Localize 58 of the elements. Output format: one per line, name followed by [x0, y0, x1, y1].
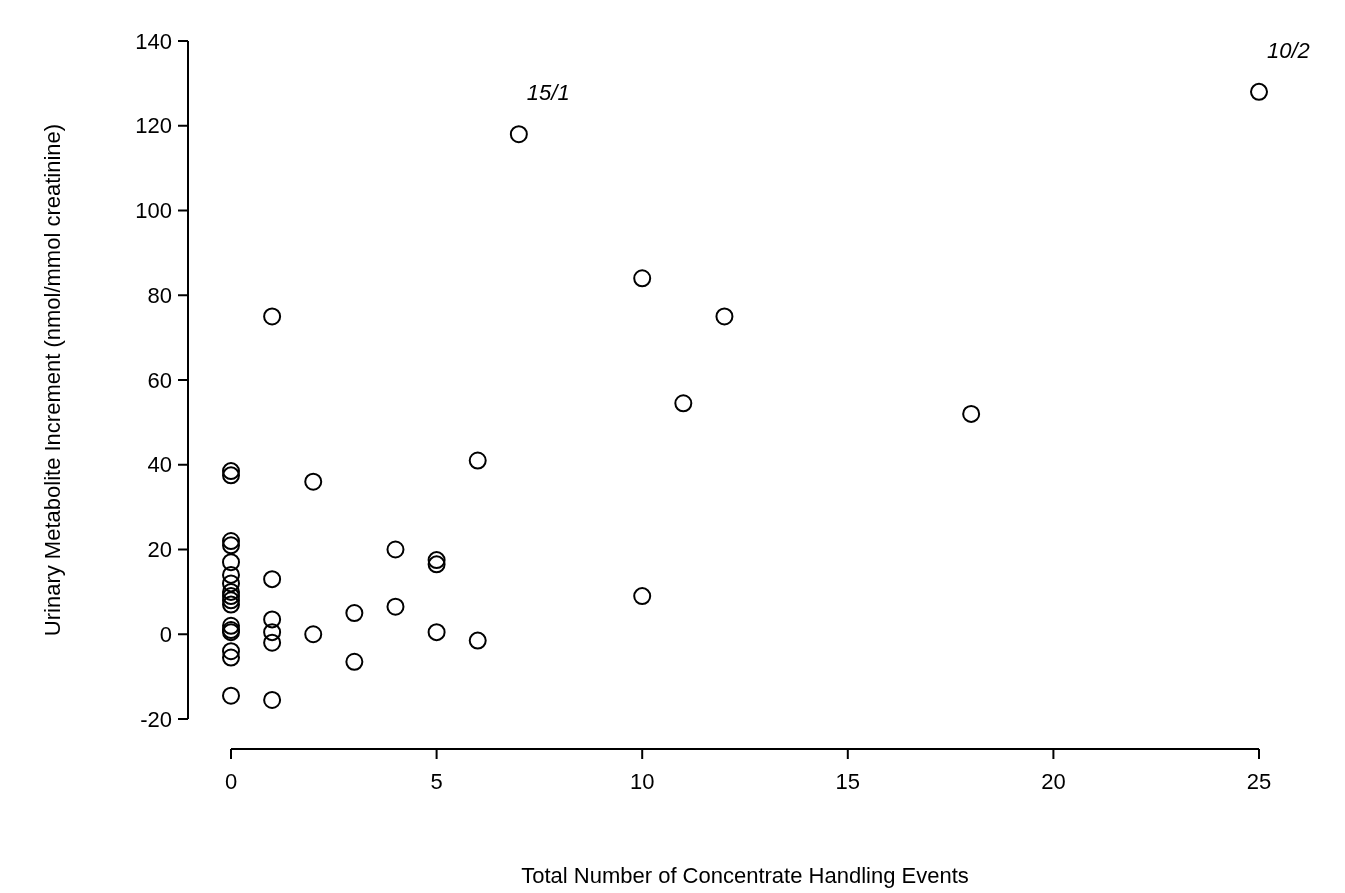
y-tick-label: 60 — [147, 367, 172, 393]
y-tick-label: 0 — [159, 621, 172, 647]
point — [633, 269, 652, 288]
point — [345, 604, 364, 623]
point — [468, 631, 487, 650]
point — [222, 582, 240, 601]
x-tick-label: 15 — [835, 769, 861, 794]
annotation: 15/1 — [526, 80, 570, 106]
point — [263, 570, 282, 589]
point — [222, 616, 240, 635]
annotation: 10/2 — [1267, 37, 1310, 63]
x-tick-label: 0 — [224, 769, 238, 794]
point — [222, 591, 240, 610]
point — [222, 642, 240, 661]
point — [345, 652, 364, 671]
point — [386, 540, 405, 559]
point — [633, 587, 652, 606]
y-tick-label: 100 — [135, 198, 172, 224]
point — [304, 625, 323, 644]
x-tick-label: 5 — [430, 769, 443, 794]
point — [427, 623, 446, 642]
point — [386, 597, 405, 616]
point — [222, 536, 240, 555]
y-tick-label: 140 — [135, 28, 172, 54]
point — [509, 125, 528, 144]
point — [427, 551, 446, 570]
point — [222, 587, 240, 606]
y-tick-label: -20 — [140, 706, 172, 732]
point — [263, 610, 282, 629]
y-tick-label: 20 — [147, 537, 172, 563]
point — [222, 565, 240, 584]
point — [468, 451, 487, 470]
y-axis-title: Urinary Metabolite Increment (nmol/mmol creatinine) — [40, 123, 65, 637]
point — [222, 574, 240, 593]
point — [304, 472, 323, 491]
point — [263, 623, 282, 642]
y-tick-label: 120 — [135, 113, 172, 139]
point — [222, 462, 240, 481]
point — [222, 553, 240, 572]
point — [962, 404, 981, 423]
x-tick-label: 10 — [629, 769, 655, 794]
point — [263, 690, 282, 709]
point — [263, 307, 282, 326]
y-tick-label: 80 — [147, 282, 172, 308]
point — [222, 466, 240, 485]
point — [222, 648, 240, 667]
point — [427, 555, 446, 574]
x-tick-label: 25 — [1246, 769, 1272, 794]
point — [222, 532, 240, 551]
point — [715, 307, 734, 326]
point — [222, 595, 240, 614]
y-tick-label: 40 — [147, 452, 172, 478]
point — [263, 633, 282, 652]
x-tick-label: 20 — [1041, 769, 1066, 794]
point — [1250, 82, 1268, 101]
point — [222, 686, 240, 705]
x-axis-title: Total Number of Concentrate Handling Events — [521, 863, 969, 888]
point — [674, 394, 693, 413]
